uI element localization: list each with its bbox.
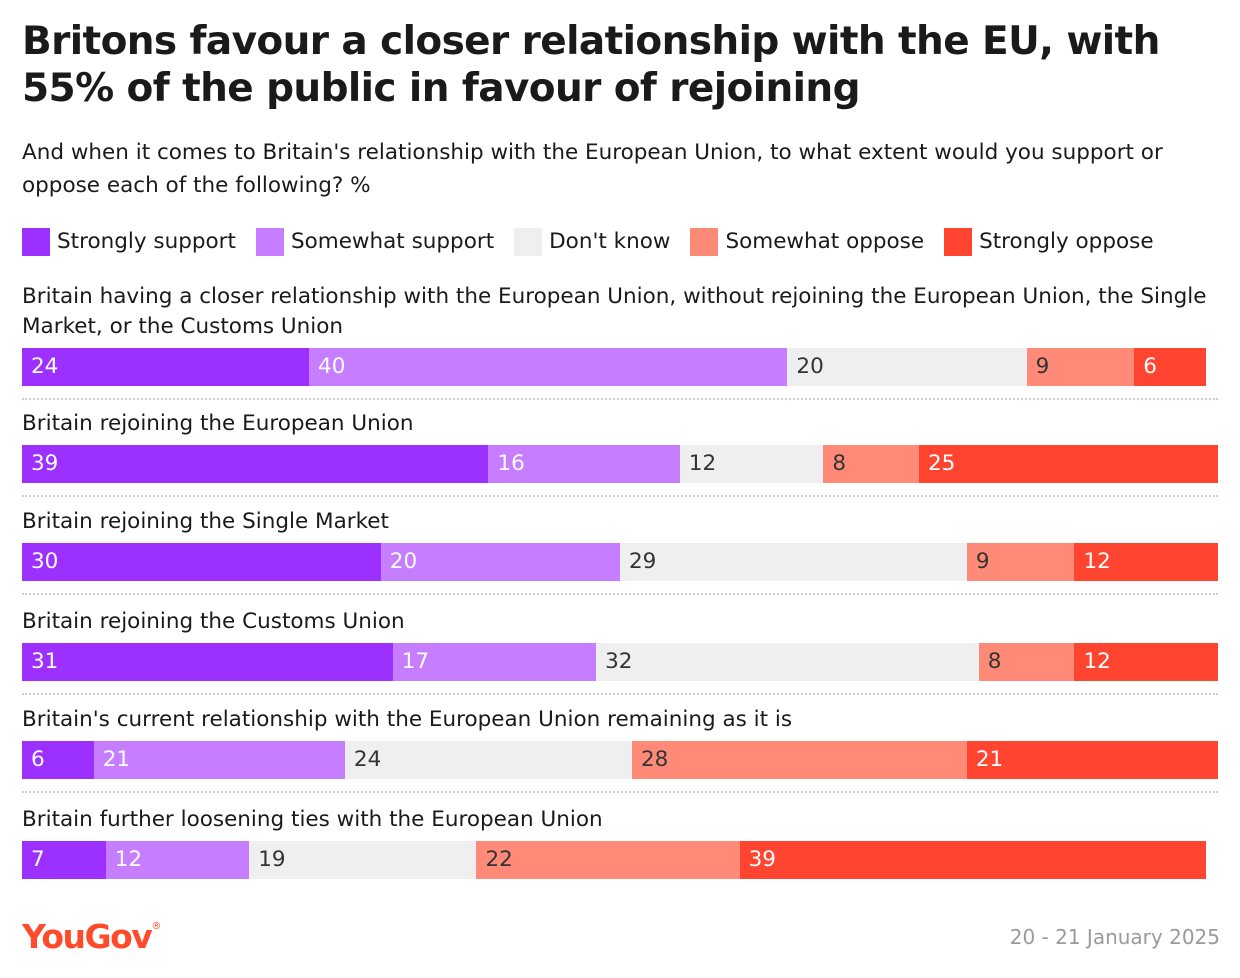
legend: Strongly support Somewhat support Don't kn… [22, 226, 1174, 258]
legend-swatch [944, 228, 973, 256]
chart-subtitle: And when it comes to Britain's relations… [22, 140, 1163, 198]
row-divider [22, 593, 1218, 595]
bar-segment-strongly-oppose: 39 [739, 841, 1207, 879]
legend-item-strongly-support: Strongly support [22, 228, 236, 256]
legend-swatch [514, 228, 543, 256]
bar-segment-somewhat-oppose: 9 [1026, 348, 1135, 386]
bar-segment-strongly-support: 39 [22, 445, 489, 483]
bar-segment-strongly-oppose: 25 [918, 445, 1218, 483]
bar-segment-strongly-oppose: 12 [1074, 643, 1218, 681]
category-label: Britain's current relationship with the … [22, 707, 793, 732]
bar-segment-somewhat-oppose: 8 [978, 643, 1075, 681]
survey-date: 20 - 21 January 2025 [1009, 925, 1220, 949]
bar-segment-somewhat-oppose: 9 [966, 543, 1075, 581]
bar-segment-somewhat-support: 40 [309, 348, 788, 386]
legend-label: Don't know [549, 229, 671, 254]
row-divider [22, 693, 1218, 695]
yougov-logo: YouGov® [22, 917, 162, 956]
bar-segment-dont-know: 12 [679, 445, 824, 483]
bar-segment-dont-know: 32 [596, 643, 979, 681]
row-divider [22, 791, 1218, 793]
bar-segment-dont-know: 19 [249, 841, 477, 879]
bar-segment-somewhat-support: 21 [93, 741, 345, 779]
stacked-bar: 31 17 32 8 12 [22, 643, 1218, 681]
bar-segment-strongly-support: 31 [22, 643, 393, 681]
category-label: Britain rejoining the Customs Union [22, 609, 405, 634]
legend-item-dont-know: Don't know [514, 228, 670, 256]
bar-segment-somewhat-oppose: 28 [631, 741, 967, 779]
bar-segment-somewhat-support: 20 [380, 543, 620, 581]
legend-item-strongly-oppose: Strongly oppose [944, 228, 1154, 256]
stacked-bar: 6 21 24 28 21 [22, 741, 1218, 779]
bar-segment-somewhat-support: 12 [105, 841, 250, 879]
stacked-bar: 24 40 20 9 6 [22, 348, 1206, 386]
legend-label: Somewhat oppose [725, 229, 925, 254]
bar-segment-strongly-support: 24 [22, 348, 310, 386]
legend-label: Strongly oppose [979, 229, 1154, 254]
legend-swatch [690, 228, 719, 256]
category-label: Britain rejoining the Single Market [22, 509, 389, 534]
chart-title: Britons favour a closer relationship wit… [22, 19, 1160, 111]
legend-item-somewhat-oppose: Somewhat oppose [690, 228, 924, 256]
legend-label: Somewhat support [290, 229, 495, 254]
bar-segment-somewhat-support: 17 [392, 643, 597, 681]
bar-segment-strongly-oppose: 21 [966, 741, 1218, 779]
bar-segment-strongly-oppose: 12 [1074, 543, 1218, 581]
stacked-bar: 7 12 19 22 39 [22, 841, 1207, 879]
row-divider [22, 495, 1218, 497]
bar-segment-strongly-support: 7 [22, 841, 106, 879]
category-label: Britain further loosening ties with the … [22, 807, 603, 832]
bar-segment-strongly-support: 30 [22, 543, 381, 581]
legend-swatch [22, 228, 50, 256]
bar-segment-strongly-support: 6 [22, 741, 94, 779]
stacked-bar: 30 20 29 9 12 [22, 543, 1218, 581]
bar-segment-strongly-oppose: 6 [1134, 348, 1206, 386]
legend-label: Strongly support [57, 229, 236, 254]
category-label: Britain rejoining the European Union [22, 411, 414, 436]
legend-swatch [255, 228, 284, 256]
bar-segment-dont-know: 24 [344, 741, 632, 779]
row-divider [22, 398, 1218, 400]
legend-item-somewhat-support: Somewhat support [255, 228, 495, 256]
stacked-bar: 39 16 12 8 25 [22, 445, 1218, 483]
bar-segment-somewhat-oppose: 22 [476, 841, 740, 879]
category-label: Britain having a closer relationship wit… [22, 284, 1207, 339]
bar-segment-somewhat-support: 16 [488, 445, 680, 483]
bar-segment-somewhat-oppose: 8 [823, 445, 919, 483]
bar-segment-dont-know: 29 [619, 543, 967, 581]
bar-segment-dont-know: 20 [787, 348, 1027, 386]
